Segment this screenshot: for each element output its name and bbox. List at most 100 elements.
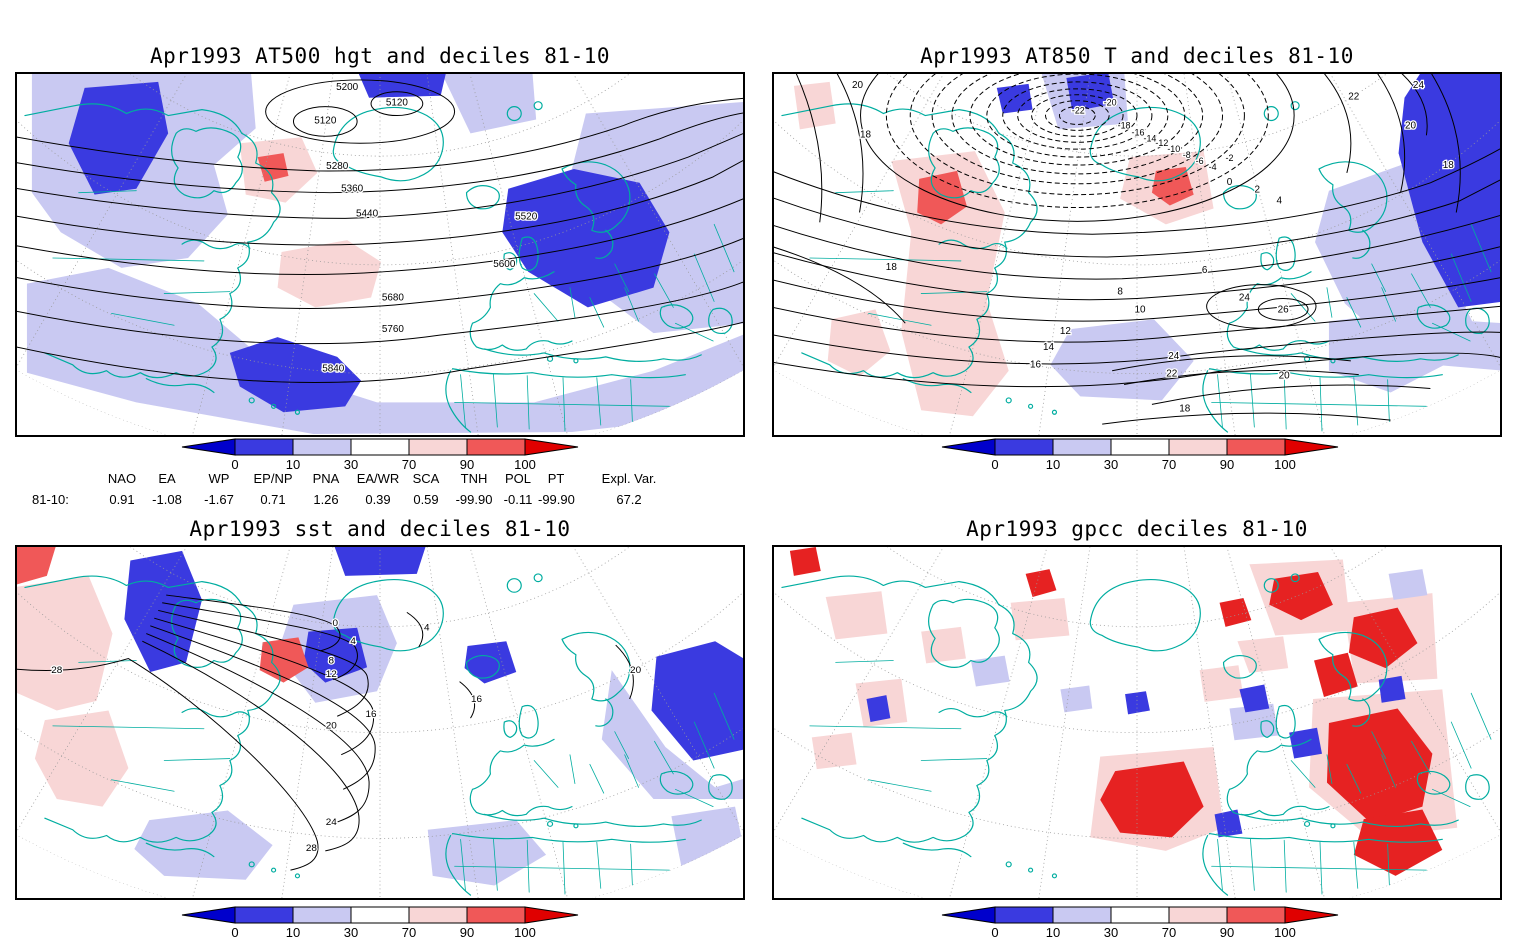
svg-text:-8: -8 bbox=[1183, 150, 1191, 160]
index-header: POL bbox=[504, 471, 531, 486]
svg-text:18: 18 bbox=[886, 262, 898, 273]
svg-text:20: 20 bbox=[326, 721, 338, 732]
svg-text:5680: 5680 bbox=[382, 293, 405, 304]
svg-text:8: 8 bbox=[329, 655, 335, 666]
svg-text:22: 22 bbox=[1348, 92, 1360, 103]
index-header: WP bbox=[208, 471, 230, 486]
svg-text:30: 30 bbox=[344, 925, 358, 940]
svg-text:10: 10 bbox=[1046, 925, 1060, 940]
svg-text:24: 24 bbox=[326, 817, 338, 828]
svg-text:5120: 5120 bbox=[386, 98, 409, 109]
decile-shading-layer bbox=[789, 547, 1458, 876]
contour-layer-dashed bbox=[885, 74, 1269, 209]
svg-text:2: 2 bbox=[1255, 185, 1261, 196]
contour-layer bbox=[774, 74, 1500, 425]
svg-text:90: 90 bbox=[460, 925, 474, 940]
panel-title-at850: Apr1993 AT850 T and deciles 81-10 bbox=[920, 44, 1354, 68]
teleconnection-indices: NAO EA WP EP/NP PNA EA/WR SCA TNH POL PT… bbox=[28, 471, 684, 507]
svg-text:100: 100 bbox=[1274, 457, 1296, 472]
svg-text:70: 70 bbox=[1162, 457, 1176, 472]
svg-text:5360: 5360 bbox=[341, 184, 364, 195]
index-header: EP/NP bbox=[253, 471, 293, 486]
index-value: -1.08 bbox=[152, 492, 182, 507]
colorbar-left-arrow bbox=[941, 906, 996, 924]
svg-text:0: 0 bbox=[231, 925, 238, 940]
svg-text:10: 10 bbox=[1046, 457, 1060, 472]
svg-text:-2: -2 bbox=[1226, 153, 1234, 163]
map-panel-sst: 0 4 8 12 16 20 24 28 28 4 16 20 bbox=[15, 545, 745, 900]
svg-text:26: 26 bbox=[1278, 304, 1290, 315]
colorbar-gpcc: 0 10 30 70 90 100 bbox=[941, 906, 1339, 940]
svg-text:4: 4 bbox=[1276, 196, 1282, 207]
index-header: EA/WR bbox=[356, 471, 400, 486]
svg-text:12: 12 bbox=[1060, 326, 1072, 337]
index-value: -0.11 bbox=[503, 492, 533, 507]
svg-text:90: 90 bbox=[460, 457, 474, 472]
colorbar-right-arrow bbox=[524, 906, 579, 924]
svg-text:70: 70 bbox=[1162, 925, 1176, 940]
svg-text:10: 10 bbox=[1134, 304, 1146, 315]
svg-text:-12: -12 bbox=[1155, 138, 1168, 148]
svg-text:-4: -4 bbox=[1209, 162, 1217, 172]
svg-text:10: 10 bbox=[286, 457, 300, 472]
svg-text:20: 20 bbox=[1279, 371, 1291, 382]
svg-text:5600: 5600 bbox=[493, 259, 516, 270]
svg-text:18: 18 bbox=[1443, 160, 1455, 171]
svg-text:28: 28 bbox=[306, 843, 317, 854]
svg-text:20: 20 bbox=[1405, 120, 1417, 131]
map-at850: 20 18 18 -22 -20 -18 -16 -14 -12 -10 -8 … bbox=[774, 74, 1500, 435]
index-value: -99.90 bbox=[455, 492, 493, 507]
contour-labels: 0 4 8 12 16 20 24 28 28 4 16 20 bbox=[50, 617, 643, 855]
svg-text:5520: 5520 bbox=[515, 211, 538, 222]
index-value: -1.67 bbox=[204, 492, 234, 507]
svg-text:14: 14 bbox=[1043, 342, 1055, 353]
svg-text:30: 30 bbox=[1104, 925, 1118, 940]
index-header: PNA bbox=[312, 471, 340, 486]
svg-text:0: 0 bbox=[991, 457, 998, 472]
svg-text:22: 22 bbox=[1166, 369, 1178, 380]
svg-text:16: 16 bbox=[366, 709, 377, 720]
index-header: NAO bbox=[107, 471, 137, 486]
svg-text:10: 10 bbox=[286, 925, 300, 940]
contour-labels: 20 18 18 -22 -20 -18 -16 -14 -12 -10 -8 … bbox=[851, 79, 1456, 416]
index-header-spacer bbox=[28, 471, 100, 486]
index-value: 0.59 bbox=[413, 492, 439, 507]
svg-text:5840: 5840 bbox=[322, 364, 345, 375]
index-value: 0.71 bbox=[260, 492, 286, 507]
contour-layer bbox=[17, 79, 743, 384]
index-value: 0.39 bbox=[365, 492, 391, 507]
svg-text:24: 24 bbox=[1168, 351, 1180, 362]
panel-title-gpcc: Apr1993 gpcc deciles 81-10 bbox=[966, 517, 1308, 541]
map-panel-at500: 5200 5120 5120 5280 5360 5440 5520 5600 … bbox=[15, 72, 745, 437]
svg-text:6: 6 bbox=[1202, 265, 1208, 276]
colorbar-right-arrow bbox=[524, 438, 579, 456]
svg-text:5200: 5200 bbox=[336, 82, 359, 93]
map-at500: 5200 5120 5120 5280 5360 5440 5520 5600 … bbox=[17, 74, 743, 435]
colorbar-at500: 0 10 30 70 90 100 bbox=[181, 438, 579, 472]
svg-text:8: 8 bbox=[1117, 287, 1123, 298]
svg-text:0: 0 bbox=[991, 925, 998, 940]
svg-text:5120: 5120 bbox=[314, 115, 337, 126]
svg-text:30: 30 bbox=[344, 457, 358, 472]
svg-text:24: 24 bbox=[1239, 293, 1251, 304]
contour-layer bbox=[17, 594, 634, 871]
svg-text:16: 16 bbox=[1030, 360, 1042, 371]
index-row-label: 81-10: bbox=[32, 492, 69, 507]
svg-text:100: 100 bbox=[514, 925, 536, 940]
svg-text:30: 30 bbox=[1104, 457, 1118, 472]
svg-text:18: 18 bbox=[860, 129, 872, 140]
svg-text:28: 28 bbox=[51, 665, 62, 676]
svg-text:-20: -20 bbox=[1104, 98, 1117, 108]
svg-text:20: 20 bbox=[852, 80, 864, 91]
colorbar-left-arrow bbox=[941, 438, 996, 456]
svg-text:-10: -10 bbox=[1167, 144, 1180, 154]
index-value: 1.26 bbox=[313, 492, 339, 507]
svg-text:20: 20 bbox=[630, 665, 642, 676]
index-header: PT bbox=[547, 471, 565, 486]
svg-text:90: 90 bbox=[1220, 457, 1234, 472]
svg-text:4: 4 bbox=[424, 623, 430, 634]
colorbar-right-arrow bbox=[1284, 438, 1339, 456]
map-panel-gpcc bbox=[772, 545, 1502, 900]
colorbar-at850: 0 10 30 70 90 100 bbox=[941, 438, 1339, 472]
